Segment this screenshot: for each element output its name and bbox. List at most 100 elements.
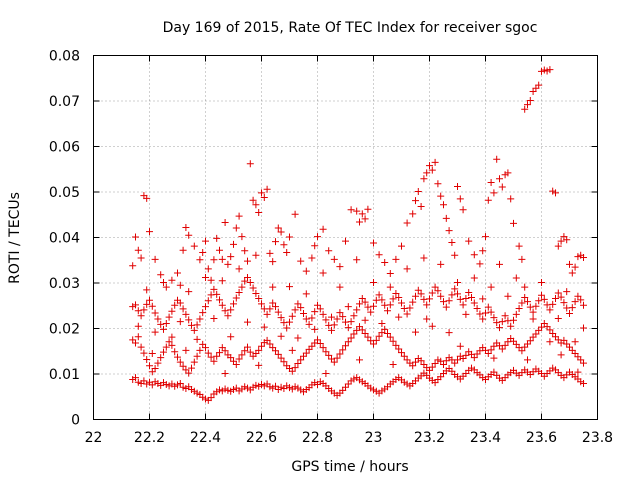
data-point [255, 361, 263, 369]
data-point [339, 313, 347, 321]
data-point [140, 306, 148, 314]
data-point [395, 294, 403, 302]
data-point [510, 219, 517, 227]
data-point [574, 292, 582, 300]
data-point [134, 246, 142, 254]
data-point [465, 237, 473, 245]
data-point [440, 298, 447, 306]
data-point [428, 166, 436, 174]
data-point [260, 323, 268, 331]
data-point [496, 324, 503, 332]
data-point [322, 316, 330, 324]
data-point [370, 279, 377, 287]
data-point [473, 304, 481, 312]
data-point [190, 326, 198, 334]
data-point [328, 313, 335, 321]
y-tick-label: 0.03 [49, 276, 80, 292]
data-point [302, 315, 310, 323]
data-point [249, 284, 257, 292]
data-point [524, 356, 531, 364]
data-point [168, 276, 176, 284]
data-point [386, 333, 394, 341]
data-point [434, 287, 442, 295]
data-point [216, 349, 223, 357]
data-point [308, 254, 316, 262]
data-point [277, 354, 285, 362]
data-point [347, 318, 355, 326]
data-point [143, 355, 151, 363]
data-point [202, 237, 209, 245]
data-point [347, 334, 355, 342]
data-marks [129, 66, 587, 404]
data-point [249, 196, 257, 204]
data-point [381, 259, 389, 267]
data-point [423, 169, 431, 177]
data-point [137, 343, 145, 351]
data-point [440, 201, 447, 209]
data-point [546, 326, 554, 334]
data-point [151, 255, 159, 263]
data-point [204, 265, 212, 273]
data-point [151, 328, 159, 336]
y-axis-label: ROTI / TECUs [7, 192, 23, 284]
data-point [274, 308, 282, 316]
data-point [515, 304, 523, 312]
data-point [151, 365, 159, 373]
y-tick-label: 0.05 [49, 185, 80, 201]
data-point [445, 329, 453, 337]
data-point [437, 260, 445, 268]
data-point [339, 346, 347, 354]
data-point [330, 358, 338, 366]
data-point [409, 210, 417, 218]
data-point [252, 251, 260, 259]
data-point [370, 239, 377, 247]
data-point [179, 246, 187, 254]
data-point [378, 296, 386, 304]
data-point [358, 210, 366, 218]
data-point [392, 289, 400, 297]
data-point [160, 279, 167, 287]
data-point [580, 359, 587, 367]
x-tick-label: 22.2 [134, 430, 165, 446]
data-point [412, 328, 419, 336]
data-point [137, 312, 145, 320]
data-point [375, 332, 383, 340]
data-point [269, 299, 277, 307]
data-point [462, 294, 470, 302]
data-point [482, 233, 489, 241]
data-point [358, 294, 366, 302]
data-point [146, 296, 153, 304]
data-point [456, 342, 464, 350]
data-point [311, 325, 319, 333]
data-point [283, 324, 291, 332]
data-point [235, 289, 243, 297]
data-point [546, 338, 554, 346]
data-point [487, 178, 495, 186]
data-point [176, 358, 184, 366]
data-point [479, 247, 487, 255]
data-point [440, 360, 447, 368]
data-point [137, 254, 145, 262]
data-point [241, 277, 249, 285]
data-point [179, 305, 187, 313]
data-point [196, 346, 204, 354]
data-point [370, 340, 377, 348]
data-point [258, 342, 265, 350]
data-point [221, 347, 229, 355]
data-point [176, 318, 184, 326]
data-point [342, 342, 349, 350]
data-point [470, 274, 478, 282]
data-point [389, 295, 397, 303]
data-point [221, 307, 229, 315]
data-point [213, 290, 221, 298]
data-point [428, 363, 436, 371]
x-tick-label: 22.6 [246, 430, 277, 446]
data-point [384, 330, 391, 338]
data-point [406, 304, 414, 312]
data-point [398, 242, 405, 250]
data-point [392, 341, 400, 349]
data-point [143, 300, 151, 308]
data-point [398, 349, 405, 357]
data-point [272, 347, 279, 355]
y-tick-label: 0.06 [49, 140, 80, 156]
